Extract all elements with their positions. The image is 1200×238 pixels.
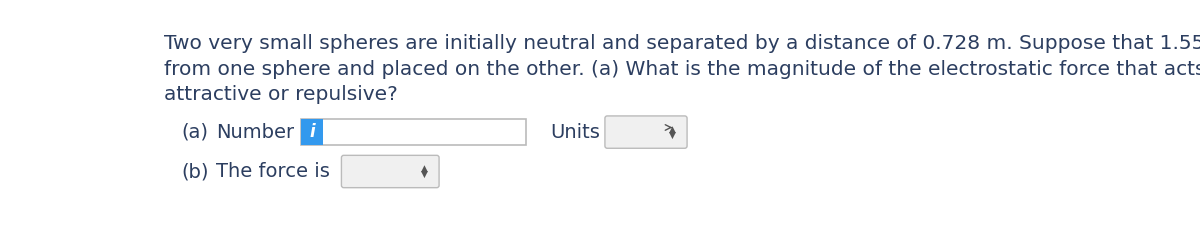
Text: ▲: ▲: [421, 164, 427, 173]
Text: from one sphere and placed on the other. (a) What is the magnitude of the electr: from one sphere and placed on the other.…: [164, 60, 1200, 79]
Text: ▼: ▼: [421, 170, 427, 179]
Text: (a): (a): [181, 123, 208, 142]
Text: Units: Units: [551, 123, 600, 142]
Text: attractive or repulsive?: attractive or repulsive?: [164, 85, 397, 104]
FancyBboxPatch shape: [301, 119, 526, 145]
FancyBboxPatch shape: [342, 155, 439, 188]
Text: Number: Number: [216, 123, 294, 142]
FancyBboxPatch shape: [605, 116, 688, 148]
Text: ▲: ▲: [668, 124, 676, 134]
Text: i: i: [310, 123, 314, 141]
Text: The force is: The force is: [216, 162, 330, 181]
Bar: [301, 119, 323, 145]
Text: Two very small spheres are initially neutral and separated by a distance of 0.72: Two very small spheres are initially neu…: [164, 34, 1200, 53]
Text: ▼: ▼: [668, 131, 676, 140]
Text: (b): (b): [181, 162, 209, 181]
